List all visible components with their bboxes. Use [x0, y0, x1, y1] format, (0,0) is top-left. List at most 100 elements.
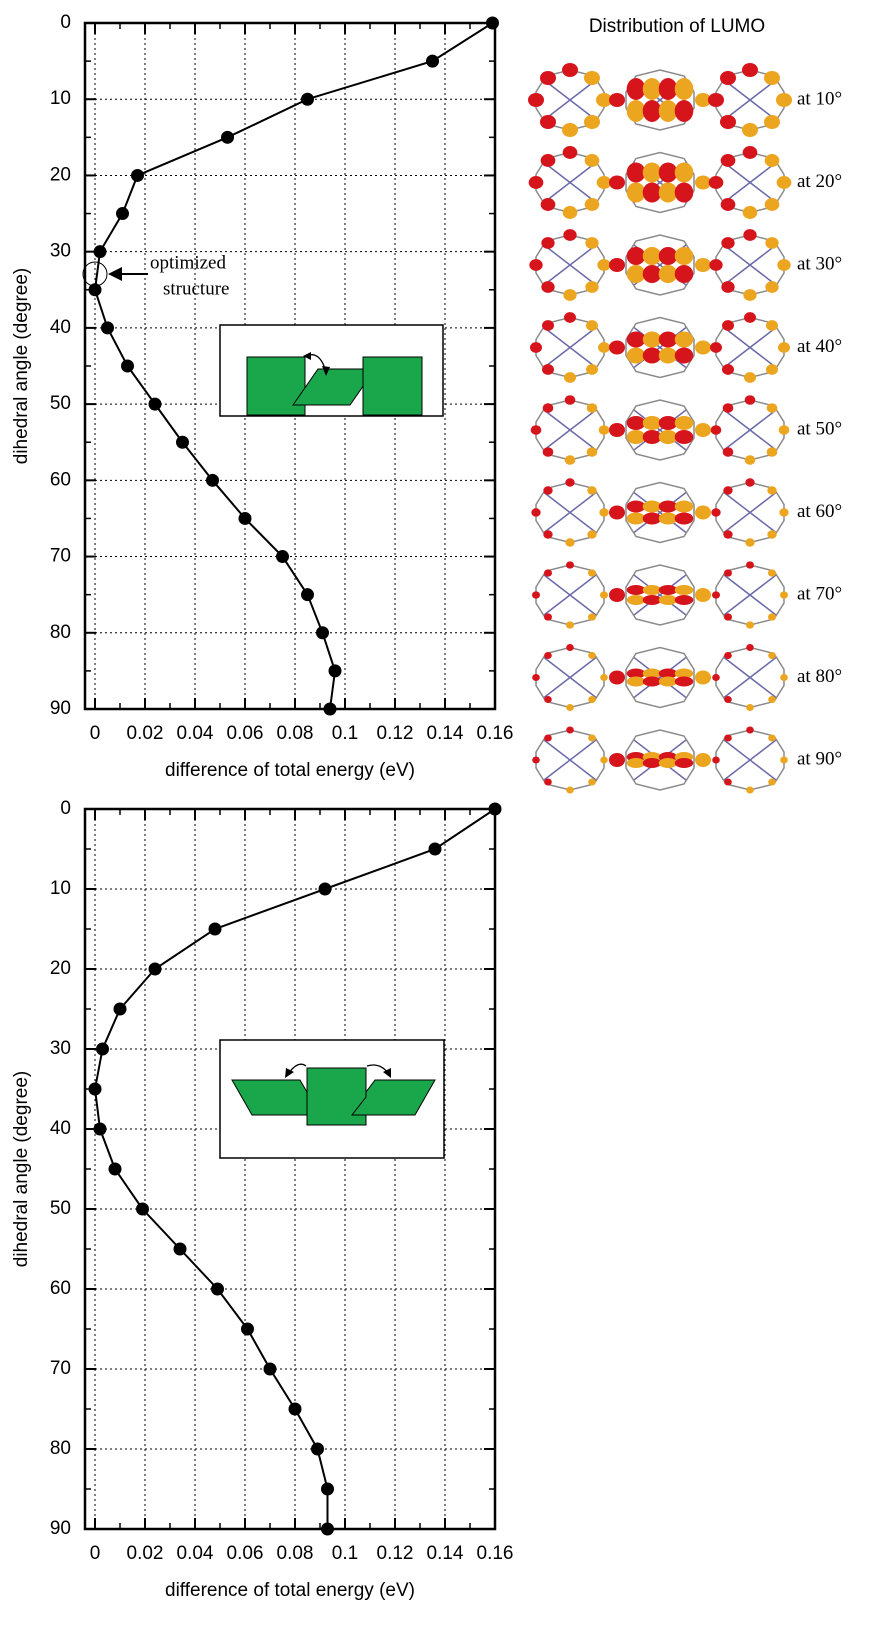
orbital-lobe: [675, 501, 694, 513]
orbital-lobe: [543, 486, 552, 494]
annotation: structure: [163, 278, 229, 299]
lumo-row: at 90°: [532, 727, 842, 794]
panel-title: Distribution of LUMO: [589, 16, 765, 37]
orbital-lobe: [609, 423, 625, 437]
x-tick-label: 0.16: [477, 723, 514, 744]
data-point: [316, 626, 329, 639]
y-tick-label: 0: [60, 798, 71, 819]
orbital-lobe: [587, 447, 598, 457]
orbital-lobe: [627, 513, 646, 525]
orbital-lobe: [563, 206, 578, 219]
orbital-lobe: [780, 674, 788, 681]
orbital-lobe: [599, 508, 608, 516]
x-tick-label: 0.04: [177, 1543, 214, 1564]
orbital-lobe: [542, 364, 554, 375]
orbital-lobe: [565, 478, 574, 486]
orbital-lobe: [745, 478, 754, 486]
orbital-lobe: [766, 364, 778, 375]
orbital-lobe: [675, 265, 694, 283]
y-tick-label: 80: [50, 1438, 71, 1459]
orbital-lobe: [724, 652, 732, 659]
data-point: [426, 55, 439, 68]
x-tick-label: 0.1: [332, 723, 358, 744]
orbital-lobe: [540, 71, 556, 85]
orbital-lobe: [768, 779, 776, 786]
orbital-lobe: [746, 727, 754, 734]
orbital-lobe: [643, 348, 662, 364]
y-tick-label: 0: [60, 12, 71, 33]
row-label: at 80°: [797, 666, 842, 687]
orbital-lobe: [541, 237, 554, 249]
data-point: [241, 1323, 254, 1336]
data-point: [211, 1283, 224, 1296]
orbital-lobe: [566, 727, 574, 734]
x-tick-label: 0.12: [377, 723, 414, 744]
x-tick-label: 0.06: [227, 723, 264, 744]
orbital-lobe: [768, 735, 776, 742]
orbital-lobe: [767, 486, 776, 494]
data-point: [311, 1443, 324, 1456]
orbital-lobe: [743, 289, 756, 301]
data-point: [321, 1483, 334, 1496]
orbital-lobe: [675, 677, 694, 687]
orbital-lobe: [711, 425, 722, 435]
orbital-lobe: [643, 183, 662, 203]
orbital-lobe: [588, 613, 596, 620]
orbital-lobe: [744, 312, 756, 323]
data-point: [221, 131, 234, 144]
orbital-lobe: [627, 163, 646, 183]
data-point: [289, 1403, 302, 1416]
orbital-lobe: [776, 93, 792, 107]
orbital-lobe: [564, 372, 576, 383]
orbital-lobe: [659, 348, 678, 364]
orbital-lobe: [708, 93, 724, 107]
orbital-lobe: [565, 395, 576, 405]
orbital-lobe: [566, 561, 574, 568]
orbital-lobe: [721, 237, 734, 249]
orbital-lobe: [609, 341, 625, 355]
orbital-lobe: [746, 561, 754, 568]
orbital-lobe: [779, 425, 790, 435]
orbital-lobe: [745, 538, 754, 546]
data-point: [176, 436, 189, 449]
y-axis-title: dihedral angle (degree): [11, 268, 32, 464]
orbital-lobe: [659, 416, 678, 430]
orbital-lobe: [563, 229, 576, 241]
orbital-lobe: [627, 78, 646, 100]
orbital-lobe: [779, 508, 788, 516]
orbital-lobe: [588, 569, 596, 576]
orbital-lobe: [695, 753, 711, 767]
y-tick-label: 10: [50, 88, 71, 109]
orbital-lobe: [532, 757, 540, 764]
orbital-lobe: [767, 447, 778, 457]
orbital-lobe: [627, 100, 646, 122]
orbital-lobe: [627, 332, 646, 348]
x-tick-label: 0: [90, 723, 101, 744]
orbital-lobe: [695, 258, 711, 272]
orbital-lobe: [627, 585, 646, 595]
orbital-lobe: [643, 163, 662, 183]
orbital-lobe: [532, 591, 540, 598]
orbital-lobe: [675, 595, 694, 605]
orbital-lobe: [767, 403, 778, 413]
orbital-lobe: [563, 289, 576, 301]
orbital-lobe: [627, 416, 646, 430]
orbital-lobe: [721, 198, 736, 211]
data-point: [116, 207, 129, 220]
orbital-lobe: [746, 644, 754, 651]
orbital-lobe: [744, 372, 756, 383]
orbital-lobe: [765, 198, 780, 211]
orbital-lobe: [675, 416, 694, 430]
orbital-lobe: [765, 237, 778, 249]
orbital-lobe: [627, 758, 646, 768]
orbital-lobe: [659, 677, 678, 687]
x-tick-label: 0: [90, 1543, 101, 1564]
orbital-lobe: [530, 342, 542, 353]
orbital-lobe: [566, 704, 574, 711]
orbital-lobe: [586, 320, 598, 331]
data-point: [94, 245, 107, 258]
y-tick-label: 50: [50, 393, 71, 414]
orbital-lobe: [745, 455, 756, 465]
orbital-lobe: [724, 696, 732, 703]
orbital-lobe: [643, 513, 662, 525]
